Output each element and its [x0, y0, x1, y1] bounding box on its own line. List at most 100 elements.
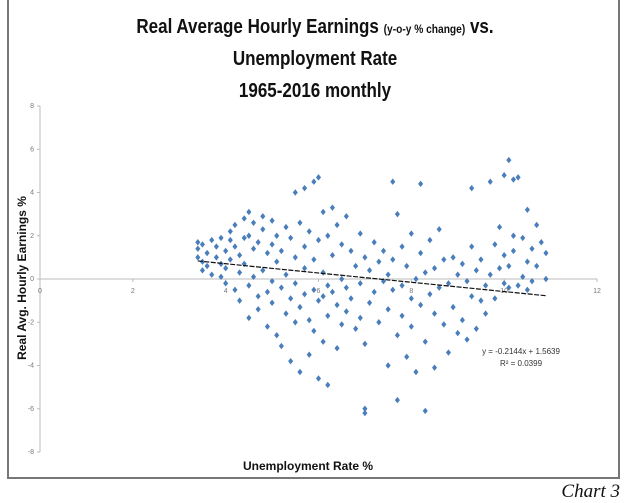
data-point — [469, 184, 475, 192]
data-point — [260, 267, 266, 274]
data-point — [529, 245, 535, 252]
data-point — [320, 338, 326, 345]
data-point — [394, 396, 400, 404]
data-point — [302, 290, 308, 298]
data-point — [232, 243, 238, 250]
data-point — [380, 247, 387, 255]
data-point — [427, 290, 433, 298]
data-point — [371, 288, 377, 296]
data-point — [399, 312, 405, 319]
y-tick-label: -4 — [28, 363, 34, 370]
data-point — [232, 221, 238, 229]
data-point — [376, 319, 382, 326]
data-point — [246, 208, 252, 216]
data-point — [357, 230, 363, 237]
data-point — [195, 245, 201, 252]
data-point — [394, 332, 400, 339]
data-point — [315, 174, 322, 181]
data-point — [385, 271, 391, 278]
data-point — [274, 258, 280, 265]
data-point — [385, 306, 391, 313]
data-point — [441, 321, 447, 328]
data-point — [348, 295, 354, 302]
data-point — [339, 241, 345, 248]
data-point — [218, 273, 224, 281]
data-point — [459, 316, 465, 324]
data-point — [348, 247, 354, 255]
chart-title-line1: Real Average Hourly Earnings (y-o-y % ch… — [47, 16, 583, 39]
data-point — [362, 340, 368, 348]
data-point — [199, 241, 206, 248]
data-point — [357, 314, 363, 322]
data-point — [362, 405, 368, 412]
data-point — [408, 295, 414, 302]
data-point — [343, 213, 349, 220]
data-point — [227, 236, 233, 244]
data-point — [492, 241, 498, 248]
chart-caption: Chart 3 — [561, 481, 620, 502]
data-point — [459, 260, 465, 268]
data-point — [334, 345, 340, 352]
data-point — [274, 232, 280, 239]
data-point — [404, 353, 410, 361]
data-point — [506, 156, 512, 164]
data-point — [269, 217, 275, 224]
title-end: vs. — [469, 16, 494, 38]
data-point — [501, 252, 507, 259]
data-point — [506, 262, 512, 270]
data-point — [510, 247, 517, 255]
data-point — [441, 256, 447, 263]
data-point — [524, 258, 530, 265]
y-tick-label: 8 — [30, 103, 34, 110]
data-point — [278, 284, 284, 291]
data-point — [223, 247, 229, 255]
x-tick-label: 12 — [593, 288, 601, 295]
data-point — [264, 323, 271, 330]
data-point — [250, 273, 257, 281]
data-point — [496, 223, 503, 231]
data-point — [483, 310, 489, 317]
data-point — [492, 295, 498, 302]
data-point — [366, 299, 373, 306]
data-point — [292, 280, 298, 287]
data-point — [399, 243, 405, 250]
data-point — [431, 264, 438, 272]
data-point — [357, 280, 363, 287]
data-point — [473, 325, 479, 332]
data-point — [283, 271, 289, 278]
data-point — [506, 284, 512, 291]
data-point — [311, 327, 317, 335]
data-point — [246, 314, 252, 322]
data-point — [390, 256, 396, 263]
data-point — [255, 293, 261, 300]
data-point — [343, 308, 349, 315]
data-point — [431, 310, 438, 317]
x-axis-label: Unemployment Rate % — [243, 459, 373, 473]
data-point — [292, 254, 298, 261]
data-point — [478, 297, 484, 304]
data-point — [427, 236, 433, 244]
data-point — [450, 303, 456, 311]
data-point — [455, 329, 461, 337]
data-point — [478, 256, 484, 263]
data-point — [329, 288, 335, 296]
data-point — [306, 351, 312, 358]
data-point — [302, 184, 308, 192]
data-point — [469, 293, 475, 300]
data-point — [320, 269, 326, 276]
data-point — [543, 249, 549, 257]
data-point — [496, 264, 503, 272]
trendline-r2: R² = 0.0399 — [500, 359, 543, 368]
data-point — [385, 362, 391, 369]
title-small: (y-o-y % change) — [383, 22, 466, 36]
data-point — [311, 286, 317, 294]
data-point — [209, 271, 215, 278]
y-tick-label: -6 — [28, 406, 34, 413]
data-point — [241, 215, 247, 222]
data-point — [408, 230, 414, 237]
data-point — [376, 258, 382, 265]
data-point — [501, 280, 507, 287]
data-point — [297, 303, 303, 311]
data-point — [325, 232, 331, 239]
data-point — [418, 180, 424, 188]
